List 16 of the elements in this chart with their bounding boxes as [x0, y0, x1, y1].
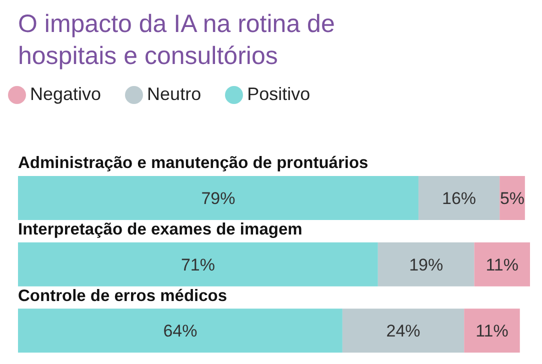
- data-label: 79%: [201, 189, 236, 208]
- data-label: 71%: [180, 255, 215, 274]
- legend-label: Neutro: [147, 84, 202, 104]
- data-label: 19%: [409, 255, 444, 274]
- data-label: 24%: [386, 322, 420, 341]
- legend-label: Negativo: [30, 84, 102, 104]
- legend-label: Positivo: [247, 84, 310, 104]
- y-tick-label: Controle de erros médicos: [18, 286, 228, 305]
- data-label: 11%: [476, 322, 508, 341]
- data-label: 16%: [442, 189, 476, 208]
- chart-title: O impacto da IA na rotina de hospitais e consultórios: [18, 9, 336, 72]
- data-label: 64%: [163, 322, 198, 341]
- y-tick-label: Interpretação de exames de imagem: [18, 220, 302, 238]
- data-label: 5%: [500, 189, 525, 208]
- data-label: 11%: [486, 255, 518, 274]
- y-tick-label: Administração e manutenção de prontuários: [18, 154, 368, 172]
